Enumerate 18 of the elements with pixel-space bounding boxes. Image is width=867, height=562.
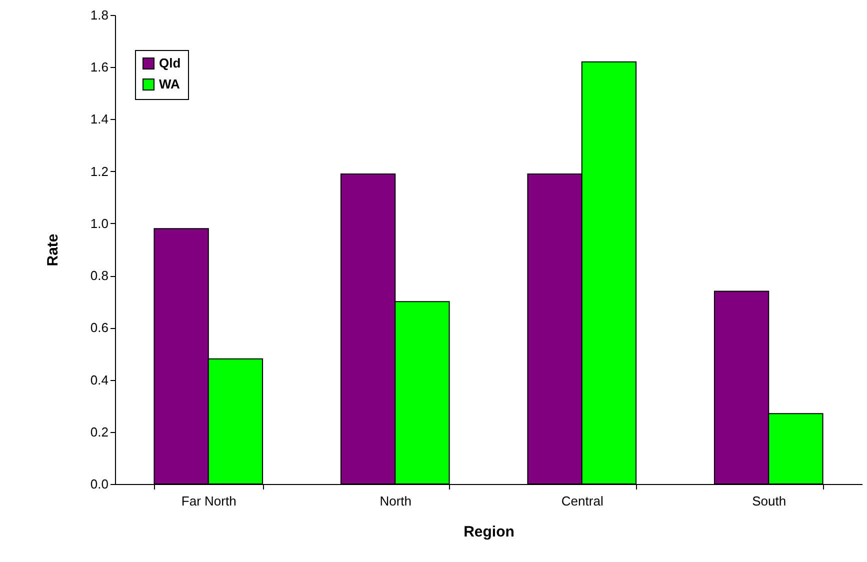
y-tick-label: 1.6	[90, 60, 108, 75]
y-tick-label: 1.0	[90, 216, 108, 231]
legend-label: WA	[159, 76, 181, 92]
y-tick-label: 1.8	[90, 8, 108, 22]
y-tick-label: 1.2	[90, 164, 108, 179]
y-tick-label: 0.6	[90, 320, 108, 336]
x-tick-label: South	[752, 494, 786, 508]
x-tick-label: Far North	[181, 494, 236, 508]
y-tick-label: 0.2	[90, 424, 108, 440]
y-tick-label: 0.0	[90, 476, 108, 492]
legend-label: Qld	[159, 56, 181, 70]
y-tick-label: 1.4	[90, 112, 108, 127]
x-tick-label: North	[380, 494, 412, 508]
y-tick-label: 0.8	[90, 268, 108, 284]
x-axis-title: Region	[464, 524, 514, 540]
y-axis-title: Rate	[44, 234, 62, 266]
x-tick-label: Central	[561, 494, 604, 508]
y-tick-label: 0.4	[90, 372, 108, 388]
